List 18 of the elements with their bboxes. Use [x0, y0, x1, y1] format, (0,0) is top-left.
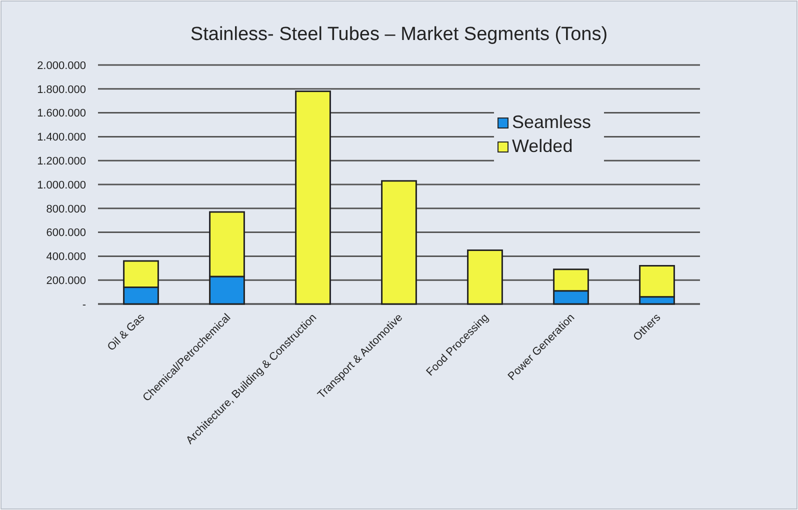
- y-tick-label: 1.600.000: [37, 108, 86, 120]
- chart-title: Stainless- Steel Tubes – Market Segments (Tons): [190, 24, 608, 45]
- legend-label: Seamless: [512, 112, 592, 132]
- y-tick-label: -: [82, 298, 86, 311]
- x-tick-label: Oil & Gas: [105, 311, 148, 354]
- y-tick-label: 1.200.000: [37, 155, 86, 168]
- y-tick-label: 200.000: [46, 274, 86, 287]
- bar: [381, 180, 417, 305]
- y-tick-label: 1.800.000: [37, 84, 86, 96]
- y-tick-label: 1.000.000: [37, 179, 86, 192]
- y-tick-label: 800.000: [46, 203, 86, 216]
- y-tick-label: 1.400.000: [37, 132, 86, 144]
- y-tick-label: 2.000.000: [37, 60, 86, 72]
- legend-label: Welded: [512, 136, 573, 156]
- bar: [467, 249, 503, 305]
- y-tick-label: 600.000: [46, 227, 86, 240]
- bar: [295, 90, 331, 305]
- y-tick-label: 400.000: [46, 251, 86, 264]
